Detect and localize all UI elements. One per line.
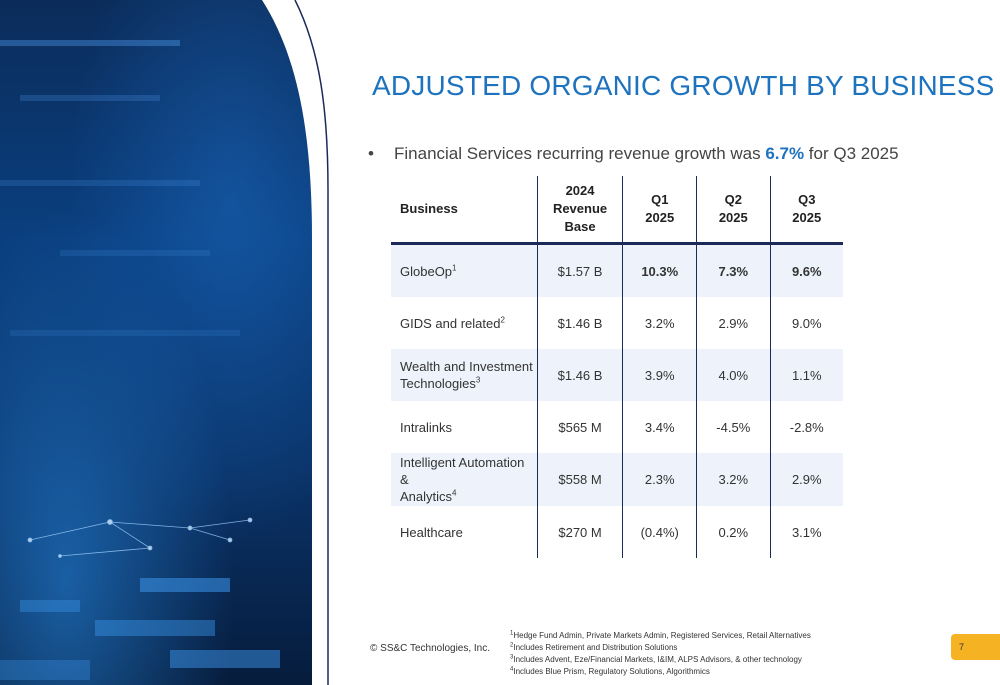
background-tech-image: [0, 0, 330, 685]
header-business: Business: [391, 176, 538, 245]
cell-q3: 9.0%: [769, 297, 843, 349]
page-number-badge: 7: [951, 634, 1000, 660]
cell-q1: (0.4%): [622, 506, 697, 558]
footnote: 4Includes Blue Prism, Regulatory Solutio…: [510, 666, 710, 676]
cell-q1: 3.9%: [622, 349, 697, 401]
footnotes: 1Hedge Fund Admin, Private Markets Admin…: [510, 630, 811, 678]
cell-business: Healthcare: [400, 524, 463, 540]
page-title: ADJUSTED ORGANIC GROWTH BY BUSINESS: [372, 70, 995, 101]
cell-base: $1.46 B: [536, 349, 623, 401]
cell-q3: 9.6%: [769, 243, 843, 297]
growth-table: Business 2024 Revenue Base Q1 2025 Q2 2025 Q…: [391, 176, 843, 558]
footnote: 2Includes Retirement and Distribution So…: [510, 642, 678, 652]
copyright-notice: © SS&C Technologies, Inc.: [370, 643, 491, 654]
cell-q1: 3.2%: [622, 297, 697, 349]
cell-business: Wealth and Investment Technologies3: [391, 349, 538, 401]
table-row: GlobeOp1 $1.57 B 10.3% 7.3% 9.6%: [391, 243, 843, 297]
footnote: 1Hedge Fund Admin, Private Markets Admin…: [510, 630, 811, 640]
bullet-text-before: Financial Services recurring revenue gro…: [394, 144, 766, 163]
header-q3: Q3 2025: [769, 176, 843, 245]
table-row: Healthcare $270 M (0.4%) 0.2% 3.1%: [391, 506, 843, 558]
cell-q3: 3.1%: [769, 506, 843, 558]
page-number: 7: [959, 642, 965, 652]
table-row: Wealth and Investment Technologies3 $1.46…: [391, 349, 843, 401]
cell-q3: -2.8%: [769, 401, 843, 453]
table-row: GIDS and related2 $1.46 B 3.2% 2.9% 9.0%: [391, 297, 843, 349]
cell-q2: 2.9%: [696, 297, 771, 349]
header-revenue-base: 2024 Revenue Base: [536, 176, 623, 245]
cell-q2: 0.2%: [696, 506, 771, 558]
cell-business: GlobeOp1: [391, 243, 538, 297]
table-row: Intralinks $565 M 3.4% -4.5% -2.8%: [391, 401, 843, 453]
cell-business: Intelligent Automation & Analytics4: [391, 453, 538, 506]
table-header-row: Business 2024 Revenue Base Q1 2025 Q2 2025 Q…: [391, 176, 843, 245]
header-q1: Q1 2025: [622, 176, 697, 245]
cell-base: $558 M: [536, 453, 623, 506]
cell-q2: -4.5%: [696, 401, 771, 453]
bullet-marker: •: [368, 144, 374, 163]
cell-q2: 4.0%: [696, 349, 771, 401]
cell-base: $565 M: [536, 401, 623, 453]
cell-base: $1.57 B: [536, 243, 623, 297]
bullet-highlight: 6.7%: [765, 144, 805, 163]
cell-q3: 2.9%: [769, 453, 843, 506]
cell-base: $1.46 B: [536, 297, 623, 349]
cell-q1: 3.4%: [622, 401, 697, 453]
cell-q1: 10.3%: [622, 243, 697, 297]
cell-q3: 1.1%: [769, 349, 843, 401]
cell-base: $270 M: [536, 506, 623, 558]
table-row: Intelligent Automation & Analytics4 $558 …: [391, 453, 843, 506]
cell-q1: 2.3%: [622, 453, 697, 506]
footnote: 3Includes Advent, Eze/Financial Markets,…: [510, 654, 802, 664]
bullet-point: • Financial Services recurring revenue gr…: [368, 144, 899, 164]
header-q2: Q2 2025: [696, 176, 771, 245]
cell-business: Intralinks: [400, 419, 453, 435]
cell-q2: 7.3%: [696, 243, 771, 297]
cell-business: GIDS and related2: [400, 315, 505, 331]
cell-q2: 3.2%: [696, 453, 771, 506]
bullet-text-after: for Q3 2025: [804, 144, 899, 163]
